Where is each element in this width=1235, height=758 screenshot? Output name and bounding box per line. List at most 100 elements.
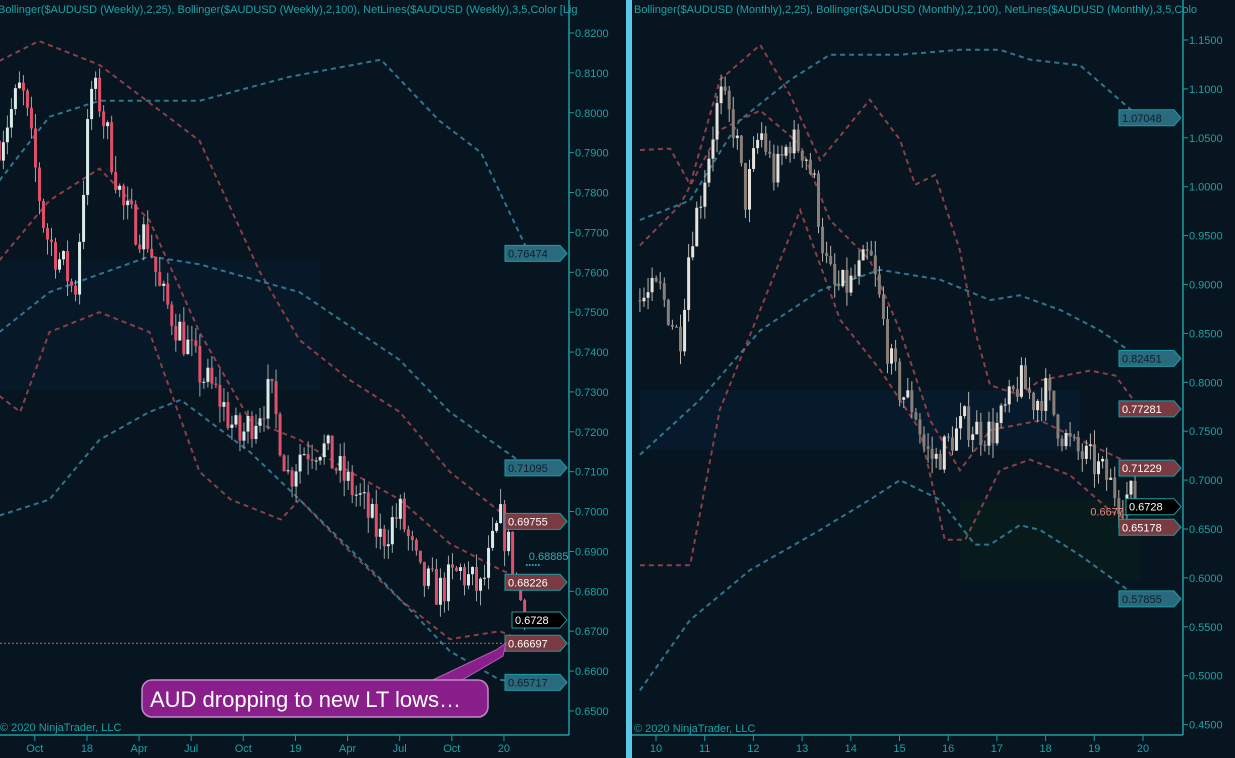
x-tick-label: Apr	[131, 743, 148, 755]
candle-body	[210, 367, 214, 384]
candle-body	[833, 263, 837, 285]
candle-body	[66, 251, 70, 282]
candle-body	[354, 494, 358, 496]
callout: AUD dropping to new LT lows…	[141, 641, 507, 718]
candle-body	[695, 207, 699, 247]
y-tick-label: 0.8200	[575, 28, 609, 40]
bollinger-band-lower-100	[639, 478, 1141, 691]
weekly-indicator-header: Bollinger($AUDUSD (Weekly),2,25), Bollin…	[0, 4, 578, 16]
candle-body	[122, 185, 126, 206]
candle-body	[475, 567, 479, 591]
y-tick-label: 0.7300	[575, 387, 609, 399]
callout-text: AUD dropping to new LT lows…	[150, 687, 461, 712]
candle-body	[430, 568, 434, 570]
candle-body	[735, 135, 739, 139]
y-tick-label: 0.7800	[575, 188, 609, 200]
candle-body	[491, 530, 495, 548]
candle-body	[266, 379, 270, 419]
weekly-chart-panel[interactable]: 0.8200 0.8100 0.8000 0.7900 0.7800 0.7700 0.76…	[0, 0, 609, 755]
candle-body	[922, 434, 926, 447]
candle-body	[471, 567, 475, 575]
panel-divider[interactable]	[626, 0, 632, 758]
candle-body	[849, 275, 853, 293]
candle-body	[748, 168, 752, 210]
x-tick-label: Oct	[443, 743, 460, 755]
candle-body	[918, 419, 922, 435]
candle-body	[829, 255, 833, 264]
candle-body	[857, 260, 861, 277]
x-tick-label: Apr	[339, 743, 356, 755]
candle-body	[198, 346, 202, 383]
x-tick-label: Jul	[184, 743, 198, 755]
candle-body	[1129, 480, 1133, 495]
x-tick-label: 20	[1137, 743, 1149, 755]
candle-body	[450, 564, 454, 568]
candle-body	[330, 435, 334, 469]
candle-body	[983, 444, 987, 446]
candle-body	[910, 390, 914, 413]
candle-body	[86, 119, 90, 195]
candle-body	[731, 109, 735, 139]
y-tick-label: 0.7400	[575, 347, 609, 359]
x-tick-label: 16	[942, 743, 954, 755]
candle-body	[995, 422, 999, 444]
candle-body	[719, 86, 723, 104]
candle-body	[1117, 498, 1121, 514]
candle-body	[258, 418, 262, 426]
candle-body	[752, 148, 756, 169]
candle-body	[346, 471, 350, 481]
candle-body	[756, 139, 760, 149]
candle-body	[274, 381, 278, 415]
candle-body	[438, 577, 442, 605]
candle-body	[58, 259, 62, 270]
candle-body	[1084, 445, 1088, 459]
netline-dot	[534, 564, 537, 567]
candle-body	[873, 255, 877, 275]
monthly-chart-panel[interactable]: 1.1500 1.1000 1.0500 1.0000 0.9500 0.9000 0.85…	[632, 0, 1223, 755]
candle-body	[1036, 400, 1040, 411]
candle-body	[776, 153, 780, 183]
shade-region	[640, 390, 1080, 450]
y-tick-label: 0.9500	[1189, 231, 1223, 243]
candle-body	[930, 448, 934, 459]
y-tick-label: 0.7500	[1189, 426, 1223, 438]
candle-body	[158, 271, 162, 286]
candle-body	[1092, 444, 1096, 475]
candle-body	[877, 274, 881, 295]
price-label-box	[1118, 109, 1182, 127]
candle-body	[410, 536, 414, 540]
candle-body	[82, 194, 86, 242]
price-label-box	[504, 573, 568, 591]
candle-body	[963, 406, 967, 417]
candle-body	[699, 206, 703, 208]
candle-body	[999, 405, 1003, 423]
x-tick-label: Oct	[26, 743, 43, 755]
y-tick-label: 0.9000	[1189, 280, 1223, 292]
candle-body	[218, 384, 222, 407]
price-label: 0.57855	[1122, 594, 1162, 606]
candle-body	[186, 339, 190, 355]
candle-body	[825, 253, 829, 256]
candle-body	[804, 159, 808, 161]
candle-body	[845, 269, 849, 293]
candle-body	[796, 129, 800, 152]
candle-body	[358, 493, 362, 495]
price-label: 0.68226	[508, 577, 548, 589]
candle-body	[118, 185, 122, 190]
bollinger-band-upper-100	[0, 58, 530, 254]
price-label-box	[511, 611, 568, 629]
candle-body	[1068, 432, 1072, 437]
candle-body	[326, 435, 330, 444]
candle-body	[294, 471, 298, 487]
x-tick-label: 19	[289, 743, 301, 755]
candle-body	[511, 531, 515, 575]
candle-body	[764, 133, 768, 152]
price-label-box	[1118, 349, 1182, 367]
candle-body	[70, 281, 74, 286]
candle-body	[318, 457, 322, 461]
candle-body	[792, 129, 796, 154]
candle-body	[114, 172, 118, 190]
candle-body	[743, 163, 747, 210]
candle-body	[499, 504, 503, 524]
